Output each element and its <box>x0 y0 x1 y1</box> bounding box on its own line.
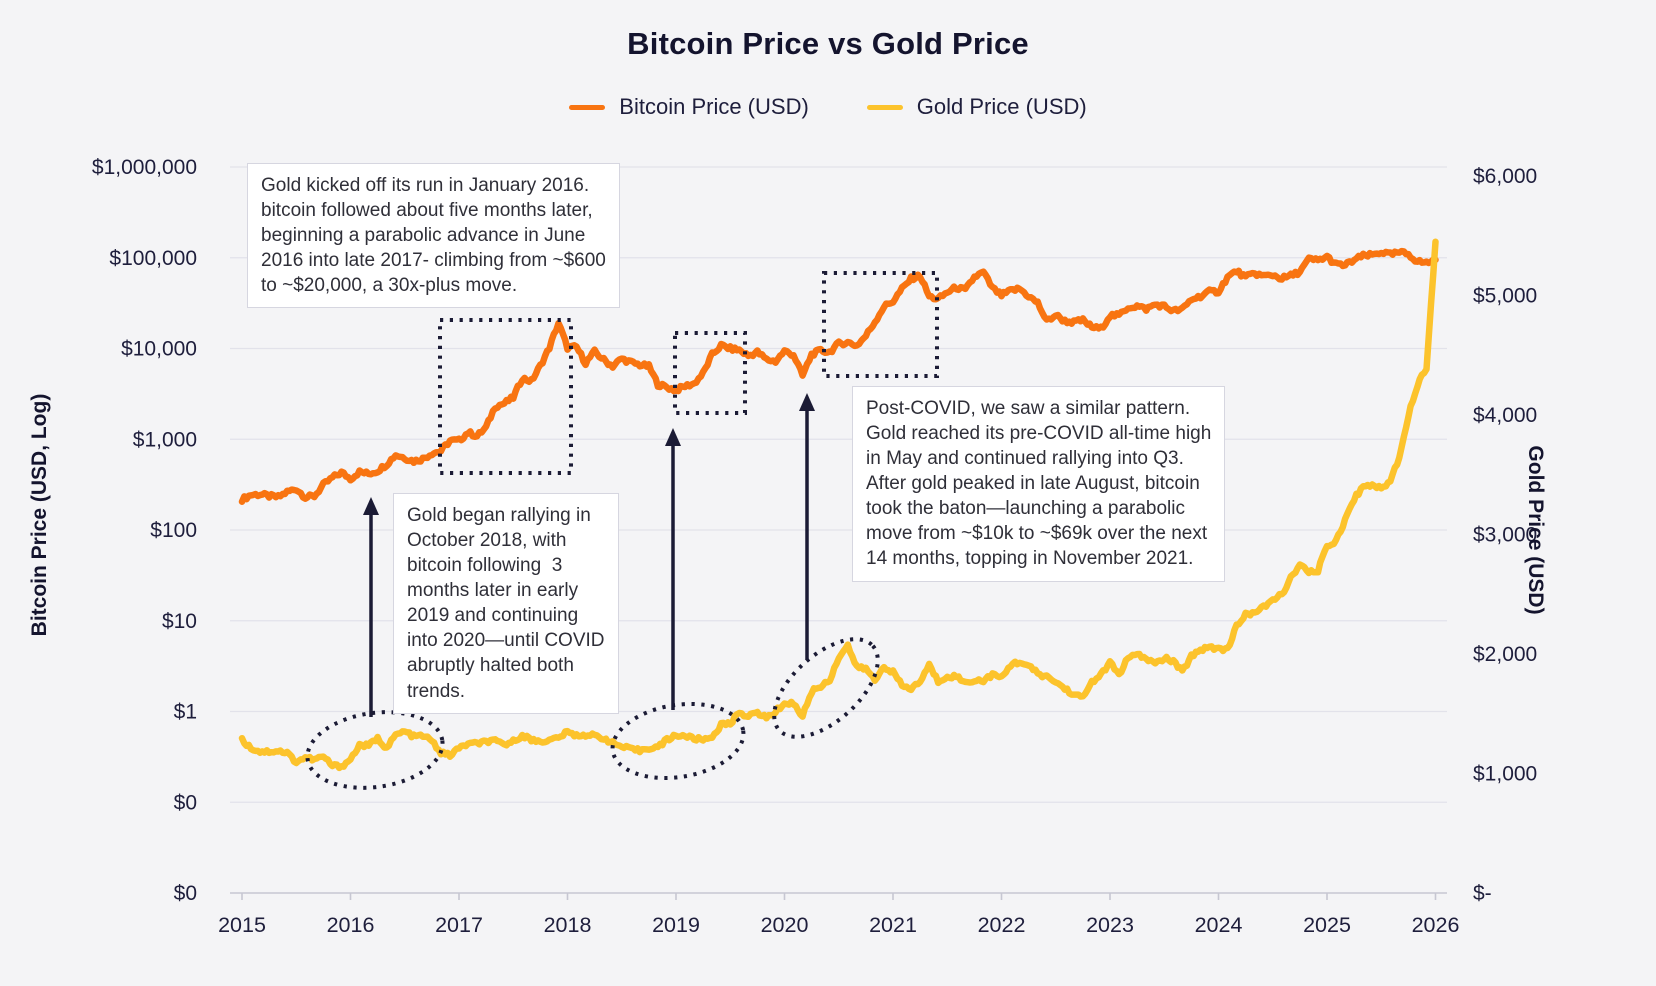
right-axis-tick-label: $6,000 <box>1473 165 1537 188</box>
x-axis-tick-label: 2022 <box>978 913 1026 937</box>
left-axis-tick-label: $0 <box>174 882 197 905</box>
left-axis-tick-label: $100,000 <box>109 247 197 270</box>
x-axis-tick-label: 2018 <box>544 913 592 937</box>
highlight-ellipse-gold-2019 <box>610 701 746 781</box>
right-axis-title: Gold Price (USD) <box>1524 445 1547 614</box>
x-axis-tick-label: 2021 <box>869 913 917 937</box>
legend-item-gold[interactable]: Gold Price (USD) <box>866 94 1087 120</box>
annotation-box-post-covid: Post-COVID, we saw a similar pattern. Go… <box>852 386 1226 582</box>
left-axis-tick-label: $1 <box>174 701 197 724</box>
annotation-box-2016-run: Gold kicked off its run in January 2016.… <box>247 163 620 309</box>
highlight-rect-2021-run <box>822 271 939 378</box>
left-axis-tick-label: $10 <box>162 610 197 633</box>
left-axis-tick-label: $1,000,000 <box>92 156 197 179</box>
legend: Bitcoin Price (USD) Gold Price (USD) <box>0 94 1656 120</box>
highlight-ellipse-gold-2020 <box>772 637 880 739</box>
x-axis-tick-label: 2020 <box>761 913 809 937</box>
x-axis-tick-label: 2025 <box>1303 913 1351 937</box>
x-axis-tick-label: 2017 <box>435 913 483 937</box>
highlight-rect-2017-run <box>438 318 573 475</box>
bitcoin-line <box>238 247 1439 505</box>
x-axis-tick-label: 2024 <box>1195 913 1243 937</box>
highlight-ellipse-gold-2016 <box>305 710 445 790</box>
bitcoin-legend-swatch <box>569 104 606 110</box>
arrow-gold-to-bitcoin-2020-head <box>799 393 815 411</box>
left-axis-tick-label: $10,000 <box>121 338 197 361</box>
legend-item-bitcoin[interactable]: Bitcoin Price (USD) <box>569 94 809 120</box>
arrow-gold-to-bitcoin-2019-head <box>665 428 681 446</box>
right-axis-tick-label: $- <box>1473 882 1492 905</box>
left-axis-tick-label: $0 <box>174 791 197 814</box>
gold-legend-label: Gold Price (USD) <box>916 94 1087 119</box>
x-axis-tick-label: 2016 <box>327 913 375 937</box>
annotation-box-2018-rally: Gold began rallying in October 2018, wit… <box>393 493 619 714</box>
x-axis-tick-label: 2023 <box>1086 913 1134 937</box>
right-axis-tick-label: $2,000 <box>1473 643 1537 666</box>
x-axis-tick-label: 2019 <box>652 913 700 937</box>
gold-legend-swatch <box>866 104 903 110</box>
chart-title: Bitcoin Price vs Gold Price <box>627 26 1029 61</box>
highlight-rect-2019-bump <box>673 331 747 415</box>
left-axis-tick-label: $100 <box>150 519 197 542</box>
right-axis-tick-label: $1,000 <box>1473 763 1537 786</box>
bitcoin-legend-label: Bitcoin Price (USD) <box>619 94 809 119</box>
x-axis-tick-label: 2015 <box>218 913 266 937</box>
right-axis-tick-label: $3,000 <box>1473 524 1537 547</box>
right-axis-tick-label: $4,000 <box>1473 404 1537 427</box>
gold-line <box>238 238 1439 772</box>
left-axis-title: Bitcoin Price (USD, Log) <box>28 394 51 637</box>
left-axis-tick-label: $1,000 <box>133 428 197 451</box>
x-axis-tick-label: 2026 <box>1412 913 1460 937</box>
arrow-gold-to-bitcoin-2016-head <box>363 497 379 515</box>
right-axis-tick-label: $5,000 <box>1473 285 1537 308</box>
